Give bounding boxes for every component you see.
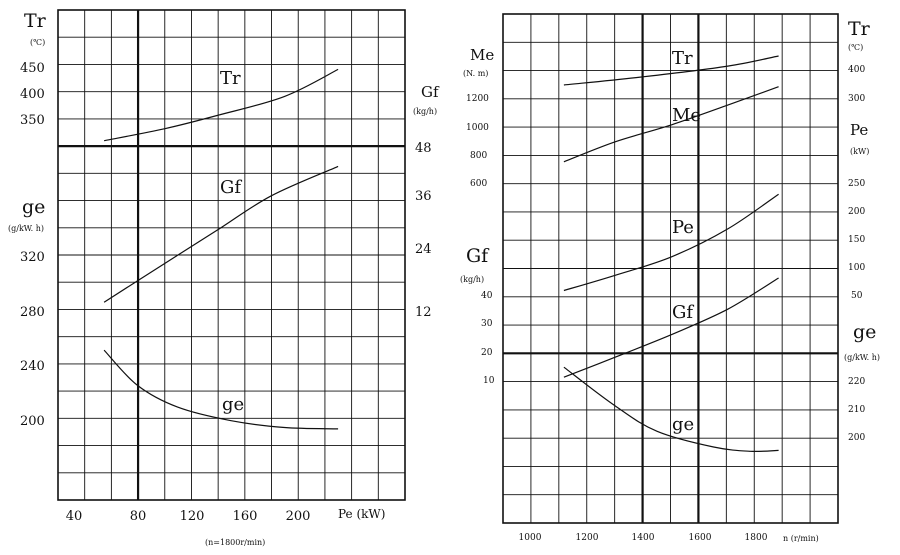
left-line-gf: [103, 165, 339, 303]
left-line-tr: [103, 68, 339, 142]
right-chart-grid: [502, 13, 839, 524]
left-gf-symbol: Gf: [421, 83, 440, 101]
right-x-tick: 1200: [576, 533, 599, 543]
right-series-label-me: Me: [672, 105, 701, 126]
right-tr-tick: 300: [848, 94, 865, 104]
left-gf-tick: 24: [415, 242, 432, 257]
left-tr-tick: 450: [20, 61, 45, 76]
right-series-label-gf: Gf: [672, 302, 694, 323]
left-series-label-ge: ge: [222, 394, 244, 415]
right-pe-tick: 50: [851, 291, 863, 301]
right-me-tick: 600: [470, 179, 487, 189]
left-gf-unit: (kg/h): [413, 107, 437, 116]
right-pe-tick: 100: [848, 263, 865, 273]
left-footnote: (n=1800r/min): [205, 538, 265, 547]
left-chart-series: [103, 68, 339, 430]
left-chart-grid: [57, 9, 406, 501]
right-me-tick: 1000: [466, 123, 489, 133]
right-gf-unit: (kg/h): [460, 275, 484, 284]
right-ge-tick: 210: [848, 405, 865, 415]
left-x-tick: 200: [286, 509, 311, 524]
right-tr-tick: 400: [848, 65, 865, 75]
right-series-label-tr: Tr: [672, 48, 693, 69]
left-x-tick: 40: [66, 509, 83, 524]
left-series-label-gf: Gf: [220, 177, 242, 198]
right-pe-tick: 250: [848, 179, 865, 189]
left-x-tick: 120: [180, 509, 205, 524]
right-line-pe: [563, 193, 779, 292]
right-chart-series: [563, 55, 779, 453]
right-x-axis-title: n (r/min): [783, 534, 819, 543]
right-gf-tick: 40: [481, 291, 493, 301]
left-tr-tick: 400: [20, 87, 45, 102]
right-ge-tick: 200: [848, 433, 865, 443]
left-gf-tick: 12: [415, 305, 432, 320]
left-tr-symbol: Tr: [24, 10, 47, 32]
left-ge-unit: (g/kW. h): [8, 224, 44, 233]
right-series-label-ge: ge: [672, 414, 694, 435]
left-ge-tick: 320: [20, 250, 45, 265]
left-series-label-tr: Tr: [220, 68, 241, 89]
right-pe-unit: (kW): [850, 147, 869, 156]
left-ge-tick: 200: [20, 414, 45, 429]
left-gf-tick: 36: [415, 189, 432, 204]
left-tr-unit: (℃): [30, 38, 45, 47]
right-tr-unit: (℃): [848, 43, 863, 52]
right-x-tick: 1400: [632, 533, 655, 543]
right-tr-symbol: Tr: [848, 18, 871, 40]
right-ge-symbol: ge: [853, 321, 876, 343]
left-line-ge: [103, 349, 339, 430]
right-ge-tick: 220: [848, 377, 865, 387]
left-ge-tick: 280: [20, 305, 45, 320]
left-ge-tick: 240: [20, 359, 45, 374]
right-x-tick: 1800: [745, 533, 768, 543]
right-pe-tick: 200: [848, 207, 865, 217]
right-line-gf: [563, 277, 779, 378]
right-line-tr: [563, 55, 779, 86]
right-me-unit: (N. m): [463, 69, 488, 78]
right-gf-tick: 10: [483, 376, 495, 386]
right-pe-symbol: Pe: [850, 121, 868, 139]
right-gf-symbol: Gf: [466, 245, 490, 267]
left-tr-tick: 350: [20, 113, 45, 128]
right-pe-tick: 150: [848, 235, 865, 245]
right-line-ge: [563, 366, 779, 453]
right-me-tick: 800: [470, 151, 487, 161]
left-gf-tick: 48: [415, 141, 432, 156]
left-ge-symbol: ge: [22, 196, 45, 218]
right-line-me: [563, 86, 779, 163]
left-x-tick: 160: [233, 509, 258, 524]
right-me-symbol: Me: [470, 46, 494, 64]
right-gf-tick: 30: [481, 319, 493, 329]
right-me-tick: 1200: [466, 94, 489, 104]
right-x-tick: 1000: [519, 533, 542, 543]
right-series-label-pe: Pe: [672, 217, 694, 238]
right-x-tick: 1600: [689, 533, 712, 543]
left-x-axis-title: Pe (kW): [338, 507, 385, 521]
right-gf-tick: 20: [481, 348, 493, 358]
left-x-tick: 80: [130, 509, 147, 524]
right-ge-unit: (g/kW. h): [844, 353, 880, 362]
